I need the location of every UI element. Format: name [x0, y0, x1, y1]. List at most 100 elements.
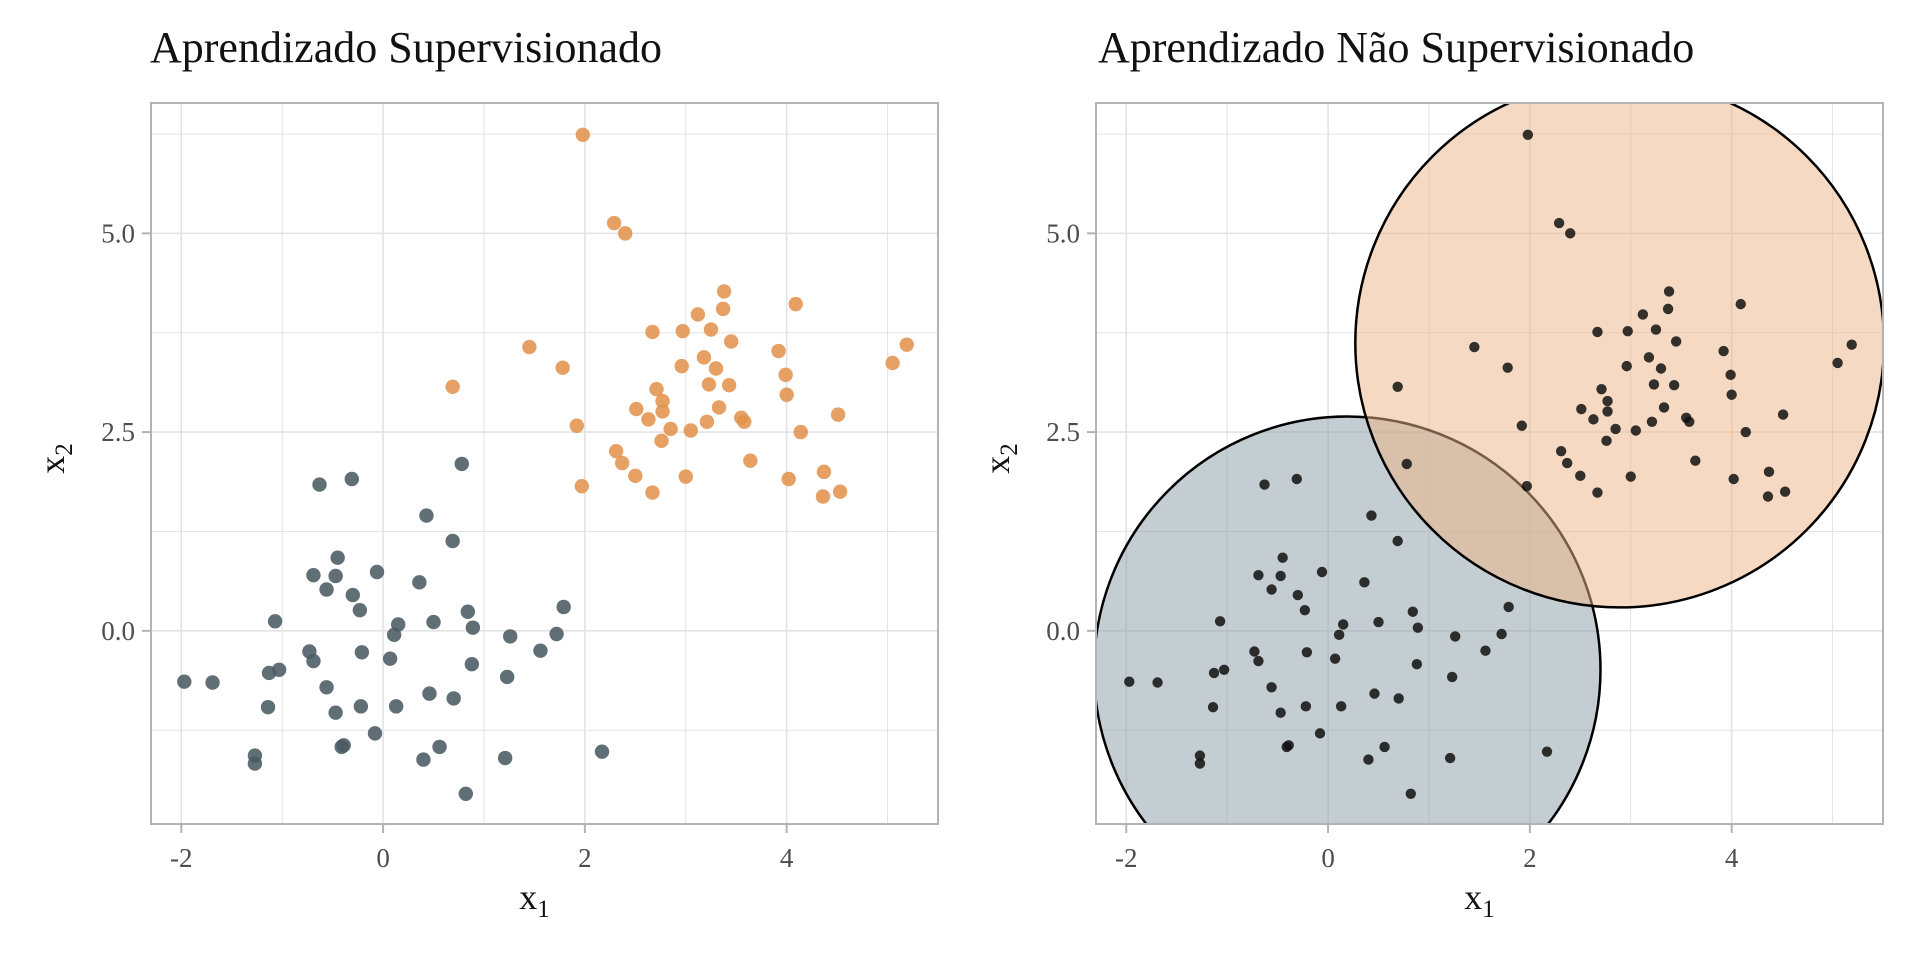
data-point-class-2 [711, 400, 727, 415]
data-point [1690, 455, 1701, 466]
data-point-class-2 [645, 324, 660, 340]
data-point-class-2 [608, 443, 624, 459]
data-point [1637, 309, 1649, 320]
data-point-class-1 [465, 620, 481, 635]
data-point [1480, 645, 1491, 656]
data-point-class-2 [445, 379, 460, 394]
data-point-class-1 [247, 756, 263, 771]
data-point [1662, 303, 1674, 315]
data-point [1363, 754, 1374, 765]
data-point [1832, 357, 1843, 369]
data-point-class-1 [267, 614, 283, 629]
data-point-class-1 [328, 568, 343, 584]
data-point [1663, 286, 1675, 297]
data-point [1602, 406, 1613, 417]
data-point [1359, 577, 1370, 588]
data-point [1650, 324, 1662, 335]
data-point-class-2 [815, 489, 831, 504]
data-point [1658, 402, 1670, 413]
data-point-class-2 [816, 464, 832, 480]
data-point [1502, 362, 1513, 373]
data-point-class-1 [460, 604, 476, 619]
data-point [1333, 629, 1345, 641]
data-point-class-1 [464, 657, 480, 672]
data-point-class-1 [319, 582, 334, 597]
data-point [1329, 653, 1341, 664]
right-panel-title: Aprendizado Não Supervisionado [1098, 23, 1695, 72]
data-point-class-1 [386, 627, 402, 643]
data-point [1152, 677, 1163, 688]
data-point [1601, 435, 1612, 447]
data-point-class-2 [832, 484, 848, 499]
data-point-class-1 [422, 686, 437, 701]
data-point [1725, 369, 1736, 381]
data-point [1643, 352, 1655, 363]
y-tick-label: 0.0 [101, 616, 135, 646]
data-point-class-1 [419, 508, 434, 523]
data-point-class-2 [743, 453, 758, 468]
x-tick-label: 2 [1523, 843, 1537, 873]
data-point-class-1 [306, 653, 321, 669]
data-point-class-1 [306, 567, 321, 583]
data-point-class-2 [655, 404, 670, 419]
data-point [1625, 471, 1636, 482]
data-point-class-1 [549, 626, 564, 642]
data-point-class-2 [715, 301, 731, 317]
data-point-class-1 [367, 726, 383, 741]
data-point-class-2 [737, 414, 752, 429]
data-point [1253, 655, 1264, 667]
data-point-class-2 [779, 387, 794, 402]
left-panel-title: Aprendizado Supervisionado [150, 23, 662, 72]
data-point [1314, 728, 1326, 739]
data-point [1292, 589, 1303, 601]
data-point [1337, 619, 1349, 630]
data-point-class-2 [655, 393, 670, 409]
data-point-class-1 [352, 602, 368, 618]
data-point-class-1 [412, 575, 427, 590]
y-axis-label: x2 [977, 443, 1023, 474]
data-point-class-1 [446, 691, 461, 706]
data-point [1655, 363, 1667, 374]
data-point-class-2 [788, 296, 803, 312]
data-point [1630, 425, 1642, 436]
data-point [1646, 416, 1658, 427]
y-tick-label: 2.5 [1046, 417, 1080, 447]
data-point [1316, 566, 1328, 578]
x-axis-label: x1 [519, 877, 550, 923]
data-point [1728, 473, 1739, 485]
data-point-class-2 [629, 401, 644, 417]
data-point-class-2 [683, 423, 699, 438]
y-tick-label: 2.5 [101, 417, 135, 447]
data-point-class-1 [416, 752, 431, 767]
panel-border [1095, 102, 1884, 825]
data-point [1124, 676, 1135, 687]
cluster-region-2 [1354, 103, 1883, 609]
data-point-class-2 [771, 343, 786, 359]
data-point [1735, 298, 1746, 310]
x-tick-label: 4 [1725, 843, 1739, 873]
data-point-class-2 [614, 455, 630, 471]
data-point-class-1 [319, 680, 334, 695]
data-point [1277, 552, 1288, 563]
data-point [1576, 403, 1587, 415]
data-point-class-2 [675, 323, 690, 339]
data-point [1668, 379, 1680, 391]
data-point [1763, 466, 1775, 478]
x-tick-label: 0 [1321, 843, 1335, 873]
data-point-class-1 [502, 629, 518, 644]
data-point [1281, 741, 1292, 753]
x-tick-label: -2 [1115, 843, 1138, 873]
data-point [1621, 360, 1632, 372]
x-tick-label: 2 [578, 843, 592, 873]
data-point [1449, 631, 1461, 642]
data-point-class-2 [645, 485, 660, 500]
data-point-class-1 [445, 533, 460, 549]
data-point [1291, 473, 1302, 485]
data-point [1373, 616, 1384, 628]
data-point-class-2 [703, 322, 719, 337]
data-point [1393, 693, 1404, 704]
data-point [1405, 788, 1417, 799]
data-point-class-1 [261, 665, 277, 681]
data-point-class-2 [708, 361, 724, 376]
data-point [1740, 426, 1751, 438]
